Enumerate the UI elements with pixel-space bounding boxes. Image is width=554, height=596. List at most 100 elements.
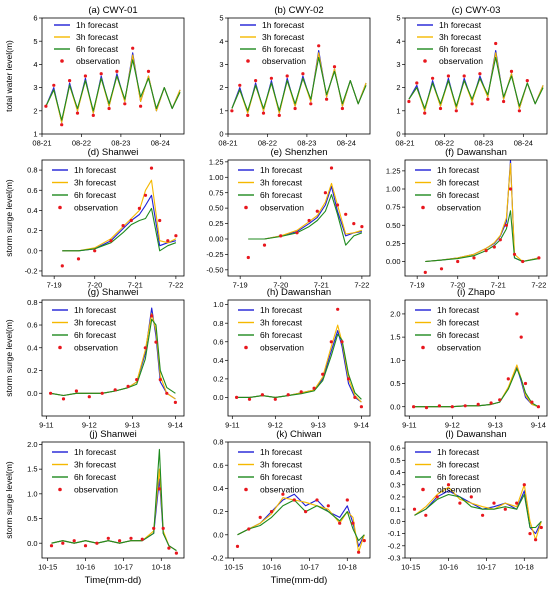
panel-title: (i) Zhapo: [457, 287, 495, 298]
x-tick-label: 08-21: [32, 139, 51, 148]
observation-point: [279, 234, 283, 238]
x-tick-label: 10-16: [262, 563, 281, 572]
observation-point: [335, 203, 340, 207]
y-tick-label: 2.0: [390, 310, 400, 319]
observation-point: [357, 550, 361, 554]
legend-swatch: [58, 205, 62, 210]
observation-point: [309, 102, 313, 106]
series-line-3: [414, 493, 542, 529]
y-tick-label: -0.25: [206, 250, 223, 259]
y-tick-label: -0.3: [388, 554, 401, 563]
y-tick-label: 1.0: [390, 356, 400, 365]
x-tick-label: 10-15: [224, 563, 243, 572]
plot-area: [49, 448, 178, 555]
observation-point: [494, 41, 498, 46]
series-line-3: [408, 56, 544, 110]
observation-point: [504, 223, 508, 227]
observation-point: [352, 222, 356, 226]
series-line-3: [236, 333, 362, 400]
x-tick-label: 08-22: [72, 139, 91, 148]
legend-label: 3h forecast: [76, 32, 119, 42]
observation-point: [489, 401, 493, 405]
axes-frame: [404, 17, 548, 135]
y-tick-label: 0.5: [390, 379, 400, 388]
observation-point: [115, 69, 119, 73]
legend-swatch: [58, 487, 62, 492]
observation-point: [431, 76, 435, 80]
x-tick-label: 10-17: [114, 563, 133, 572]
observation-point: [503, 507, 507, 511]
observation-point: [135, 378, 139, 382]
x-tick-label: 7-19: [233, 281, 248, 290]
observation-point: [281, 492, 285, 496]
y-tick-label: 0.4: [213, 484, 223, 493]
y-tick-label: 5: [33, 37, 37, 46]
observation-point: [126, 384, 130, 388]
legend-label: 3h forecast: [260, 318, 303, 328]
observation-point: [329, 340, 333, 344]
series-line-3: [62, 207, 177, 252]
y-tick-label: 0.0: [213, 393, 223, 402]
observation-point: [360, 225, 364, 229]
plot-area: [60, 166, 178, 268]
observation-point: [68, 79, 72, 83]
x-tick-label: 7-20: [450, 281, 465, 290]
series-line-2: [414, 484, 542, 541]
y-tick-label: 2: [219, 83, 223, 92]
observation-point: [323, 191, 327, 195]
observation-point: [260, 393, 264, 397]
observation-point: [515, 501, 519, 505]
y-tick-label: 1.5: [390, 333, 400, 342]
legend-label: 6h forecast: [74, 472, 117, 482]
panel-title: (d) Shanwei: [88, 147, 139, 158]
observation-point: [121, 224, 125, 228]
observation-point: [140, 537, 144, 541]
y-tick-label: -0.1: [388, 529, 401, 538]
observation-point: [273, 397, 277, 401]
legend-label: 3h forecast: [437, 318, 480, 328]
legend-label: 1h forecast: [76, 20, 119, 30]
observation-point: [317, 44, 321, 48]
y-tick-label: 4: [396, 37, 400, 46]
x-tick-label: 10-15: [401, 563, 420, 572]
observation-point: [423, 111, 427, 115]
legend-label: 6h forecast: [74, 190, 117, 200]
y-tick-label: 0.5: [27, 514, 37, 523]
observation-point: [143, 193, 148, 197]
y-tick-label: 1: [219, 106, 223, 115]
y-tick-label: 0.0: [27, 246, 37, 255]
observation-point: [312, 386, 316, 390]
legend-swatch: [421, 487, 425, 492]
observation-point: [498, 238, 502, 242]
observation-point: [478, 72, 482, 76]
observation-point: [247, 527, 251, 531]
observation-point: [52, 83, 56, 87]
panel-title: (f) Dawanshan: [445, 147, 507, 158]
x-tick-label: 9-12: [445, 421, 460, 430]
observation-point: [415, 81, 419, 85]
y-tick-label: -0.2: [25, 267, 38, 276]
observation-point: [139, 104, 143, 108]
plot-area: [49, 307, 177, 404]
x-tick-label: 9-13: [311, 421, 326, 430]
observation-point: [481, 513, 485, 517]
observation-point: [292, 498, 296, 502]
y-tick-label: 6: [33, 14, 37, 23]
y-tick-label: 4: [219, 37, 223, 46]
x-tick-label: 7-19: [410, 281, 425, 290]
y-tick-label: -0.2: [211, 554, 224, 563]
observation-point: [472, 256, 476, 260]
x-tick-label: 9-12: [82, 421, 97, 430]
y-tick-label: -0.50: [206, 265, 223, 274]
y-tick-label: 0.2: [390, 493, 400, 502]
series-line-3: [425, 210, 539, 263]
y-tick-label: 0.2: [27, 226, 37, 235]
observation-point: [99, 72, 103, 76]
observation-point: [338, 521, 342, 525]
observation-point: [512, 252, 517, 256]
legend-label: observation: [437, 343, 481, 353]
observation-point: [534, 538, 538, 542]
y-tick-label: 0.1: [390, 505, 400, 514]
y-tick-label: 0.3: [390, 480, 400, 489]
x-tick-label: 10-16: [76, 563, 95, 572]
